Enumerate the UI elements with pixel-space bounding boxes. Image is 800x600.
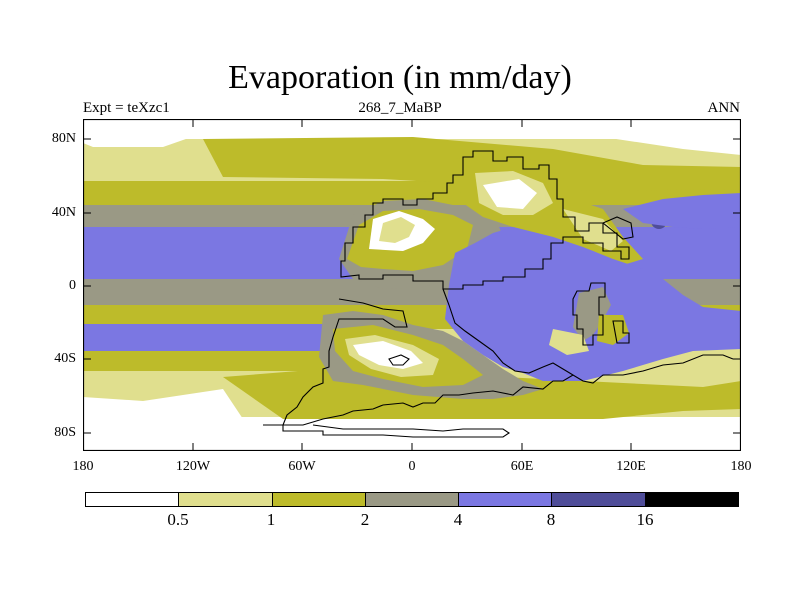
colorbar-label: 2 [360, 510, 370, 529]
colorbar-box [644, 493, 738, 506]
lon-label-120e: 120E [616, 459, 646, 474]
lat-label-40n: 40N [51, 205, 76, 220]
colorbar-box [271, 493, 365, 506]
plot-title: Evaporation (in mm/day) [228, 59, 572, 96]
lon-label-0: 0 [408, 459, 416, 474]
colorbar-label: 8 [546, 510, 556, 529]
colorbar-box [458, 493, 552, 506]
season-label: ANN [707, 100, 741, 116]
lon-label-180e: 180 [730, 459, 752, 474]
colorbar-box [364, 493, 459, 506]
colorbar-box [178, 493, 272, 506]
colorbar-label: 16 [636, 510, 654, 529]
period-label: 268_7_MaBP [358, 100, 442, 116]
colorbar-label: 0.5 [167, 510, 189, 529]
colorbar-box [86, 493, 179, 506]
lat-label-80s: 80S [54, 425, 76, 440]
colorbar-label: 4 [453, 510, 463, 529]
lon-label-120w: 120W [175, 459, 211, 474]
lat-label-0: 0 [69, 278, 76, 293]
lat-label-40s: 40S [54, 351, 76, 366]
lat-label-80n: 80N [51, 131, 76, 146]
evaporation-map [83, 119, 741, 451]
colorbar-box [551, 493, 645, 506]
colorbar [85, 492, 739, 507]
lon-label-60e: 60E [510, 459, 534, 474]
colorbar-label: 1 [266, 510, 276, 529]
lon-label-180w: 180 [72, 459, 94, 474]
lon-label-60w: 60W [288, 459, 316, 474]
experiment-label: Expt = teXzc1 [83, 100, 170, 116]
